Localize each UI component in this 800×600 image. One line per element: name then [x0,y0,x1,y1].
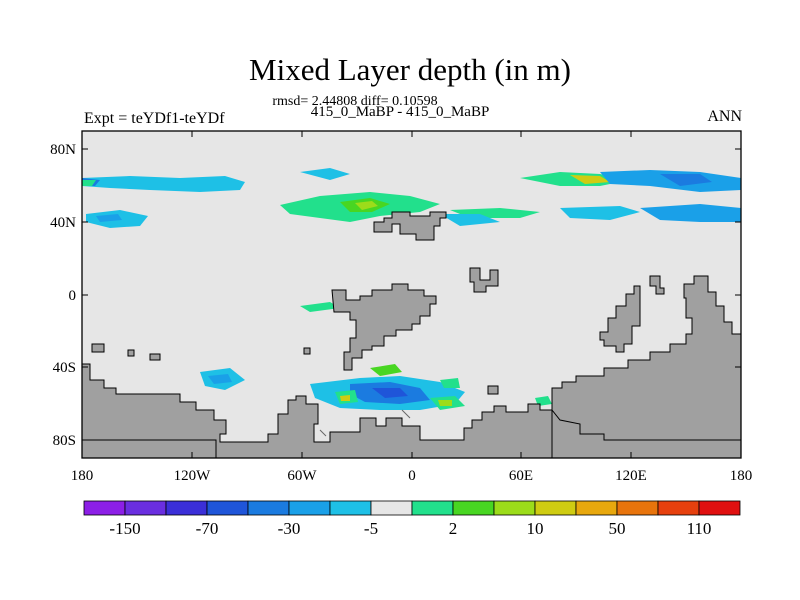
colorbar-swatch-4 [247,500,290,516]
lat-tick-40n: 40N [50,215,76,231]
lon-axis [81,131,632,458]
lon-tick-120w: 120W [174,468,212,484]
land-islands-small-3 [149,353,161,361]
colorbar-label-2: -30 [278,519,301,538]
patch-southern-pacific-blue [208,374,232,384]
season-label: ANN [707,108,742,125]
patch-north-green-west [82,180,96,186]
lon-tick-180-west: 180 [71,468,94,484]
lat-tick-80s: 80S [53,433,76,449]
map-content [82,168,741,458]
lon-tick-60e: 60E [509,468,533,484]
colorbar-swatch-0 [83,500,126,516]
difference-patches [82,168,741,410]
land-islands-small-2 [127,349,135,357]
land-islands-small-1 [91,343,105,353]
lon-tick-180-east: 180 [730,468,753,484]
colorbar-label-4: 2 [449,519,458,538]
patch-north-mid-cyan [300,168,350,180]
land-se-asia [649,275,665,295]
colorbar-swatch-10 [493,500,536,516]
colorbar-swatch-9 [452,500,495,516]
patch-southern-ocean-darkblue [372,388,408,398]
patch-arctic-yellow [570,175,610,184]
colorbar-swatch-5 [288,500,331,516]
colorbar-label-7: 110 [687,519,712,538]
patch-nw-pacific-blue [640,204,741,222]
patch-north-band-cyan [82,176,245,192]
colorbar-swatch-15 [698,500,741,516]
colorbar-swatch-7 [370,500,413,516]
colorbar-swatch-3 [206,500,249,516]
experiment-label: Expt = teYDf1-teYDf [84,110,225,127]
land-south-america-tip [82,439,217,458]
lat-tick-0: 0 [69,288,77,304]
patch-na-cyan-2 [440,214,500,226]
small-contours [319,409,411,437]
colorbar [83,500,741,516]
plot-title: Mixed Layer depth (in m) [249,52,571,87]
colorbar-label-6: 50 [609,519,626,538]
colorbar-swatch-11 [534,500,577,516]
land-islands-small-4 [303,347,311,355]
colorbar-swatch-1 [124,500,167,516]
lon-tick-0: 0 [408,468,416,484]
rmsd-diff-stats: rmsd= 2.44808 diff= 0.10598 [272,94,438,109]
patch-siberia-darkblue [660,174,712,186]
colorbar-labels: -150 -70 -30 -5 2 10 50 110 [109,519,711,538]
plot-subtitle: 415_0_MaBP - 415_0_MaBP [310,104,490,120]
land-india [599,285,641,353]
colorbar-swatch-8 [411,500,454,516]
colorbar-swatch-13 [616,500,659,516]
lat-axis [82,148,741,441]
lon-tick-60w: 60W [287,468,317,484]
patch-southern-ocean-yellow [340,395,350,401]
colorbar-swatch-2 [165,500,208,516]
colorbar-label-0: -150 [109,519,140,538]
patch-south-atlantic-green [370,364,402,376]
land-australia [82,275,741,458]
patch-nw-pacific-cyan [560,206,640,220]
patch-southern-indian-yellow [438,400,452,406]
patch-mid-atlantic-small [300,302,340,312]
lat-tick-80n: 80N [50,142,76,158]
colorbar-swatch-12 [575,500,618,516]
colorbar-label-5: 10 [527,519,544,538]
land-antarctica-fill [551,408,741,458]
lat-tick-40s: 40S [53,360,76,376]
land-europe [373,211,447,241]
patch-pacific-blue [96,214,122,222]
colorbar-swatch-6 [329,500,372,516]
colorbar-label-3: -5 [364,519,378,538]
colorbar-label-1: -70 [196,519,219,538]
colorbar-swatch-14 [657,500,700,516]
land-middle-east [469,267,499,293]
patch-siberia-blue [600,170,741,192]
patch-south-cyan-small [440,378,460,388]
land-islands-small-5 [487,385,499,395]
lon-tick-120e: 120E [615,468,647,484]
land-masses [82,211,741,458]
land-africa [331,283,437,371]
patch-north-atlantic-yellow [355,201,378,210]
